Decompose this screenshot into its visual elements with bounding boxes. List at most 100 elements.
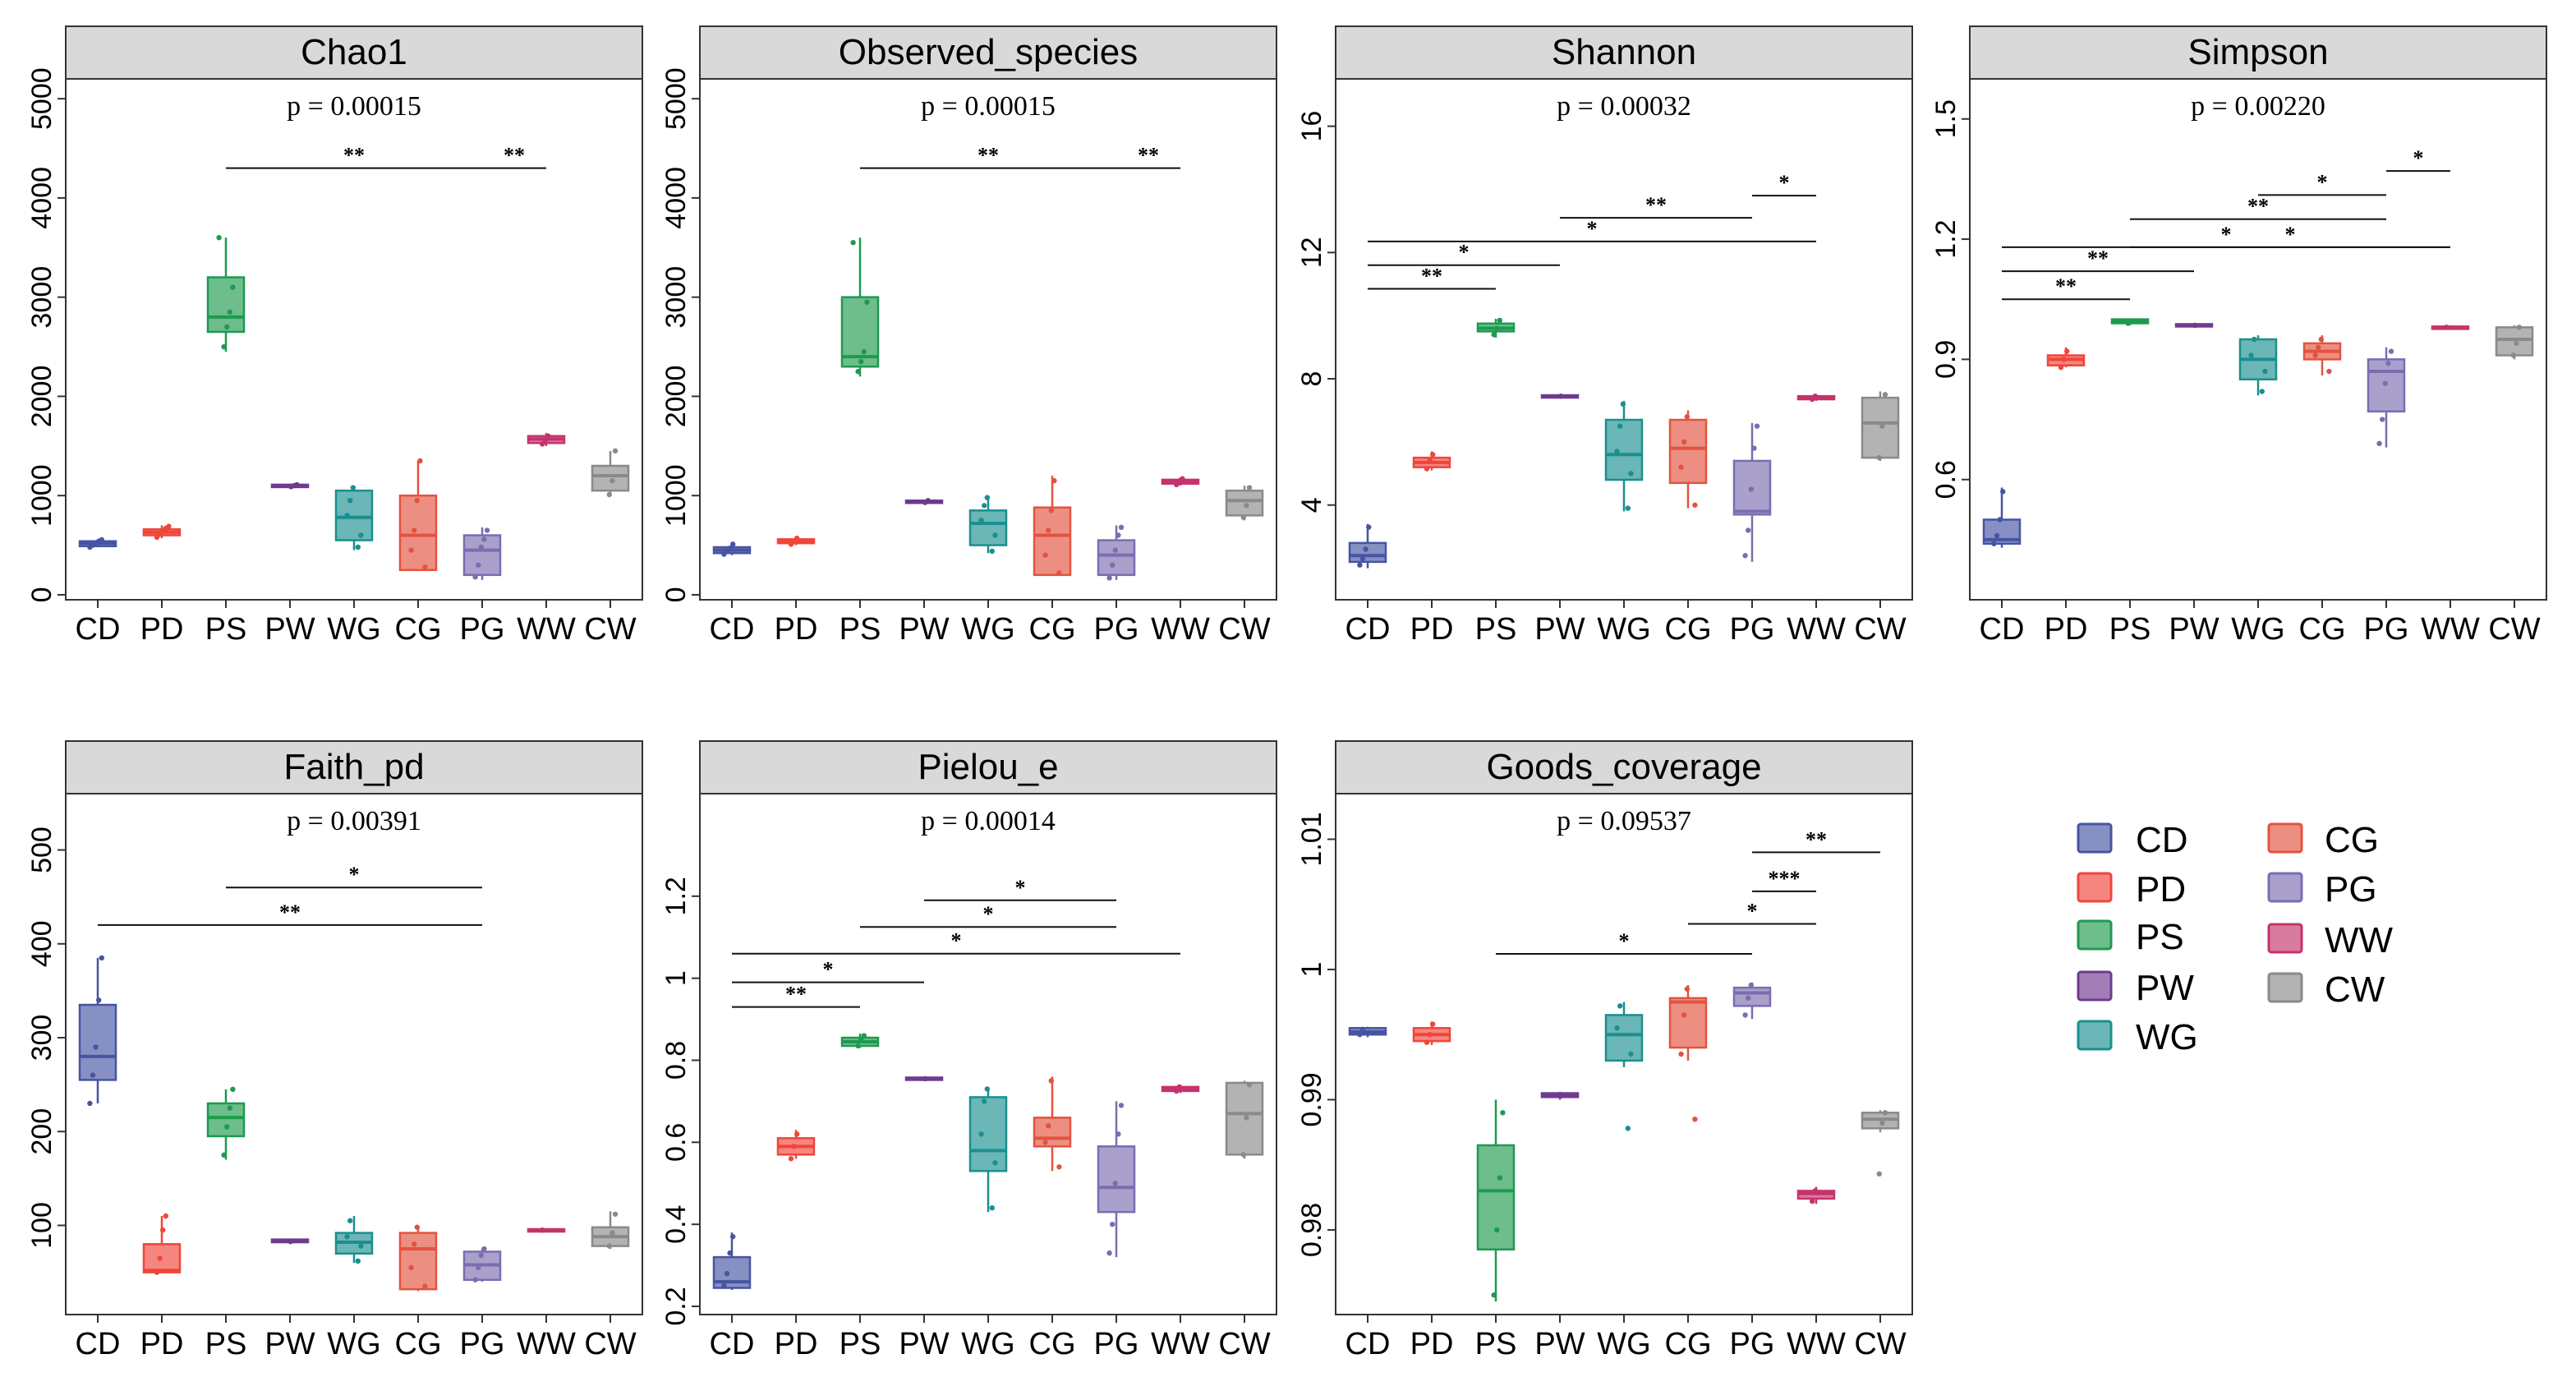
data-point bbox=[1746, 527, 1751, 533]
y-tick-label: 3000 bbox=[660, 266, 692, 329]
box-faith-pd-pd bbox=[142, 1213, 182, 1275]
data-point bbox=[1174, 1088, 1180, 1094]
p-value: p = 0.00014 bbox=[921, 806, 1056, 836]
data-point bbox=[1430, 452, 1436, 458]
sig-label: ** bbox=[279, 900, 301, 924]
y-tick-label: 400 bbox=[26, 920, 58, 967]
data-point bbox=[2252, 336, 2257, 343]
data-point bbox=[1684, 986, 1690, 992]
x-tick-label: PG bbox=[1094, 1327, 1139, 1361]
box-goods-coverage-wg bbox=[1604, 1002, 1644, 1131]
data-point bbox=[157, 1255, 163, 1261]
box-chao1-ps bbox=[206, 235, 246, 352]
data-point bbox=[1876, 454, 1882, 461]
box-goods-coverage-pd bbox=[1412, 1021, 1451, 1045]
data-point bbox=[99, 955, 105, 961]
legend-key-ps bbox=[2077, 919, 2113, 951]
data-point bbox=[1494, 325, 1500, 331]
box-iqr bbox=[1476, 1144, 1516, 1250]
data-point bbox=[1692, 502, 1698, 508]
data-point bbox=[850, 240, 856, 246]
data-point bbox=[1558, 1093, 1564, 1098]
data-point bbox=[2514, 340, 2519, 347]
data-point bbox=[1497, 1175, 1503, 1181]
box-iqr bbox=[398, 494, 438, 572]
data-point bbox=[978, 518, 984, 523]
data-point bbox=[864, 299, 870, 305]
legend-label-ps: PS bbox=[2136, 917, 2184, 957]
data-point bbox=[727, 546, 733, 551]
data-point bbox=[1110, 1221, 1116, 1227]
data-point bbox=[606, 491, 612, 498]
legend-key-pg bbox=[2267, 872, 2303, 903]
data-point bbox=[1357, 1032, 1363, 1038]
data-point bbox=[1180, 476, 1185, 481]
data-point bbox=[1046, 1123, 1051, 1129]
box-shannon-cd bbox=[1348, 523, 1387, 569]
x-tick-label: CG bbox=[1665, 612, 1712, 647]
data-point bbox=[216, 235, 222, 241]
data-point bbox=[1497, 317, 1503, 324]
data-point bbox=[1614, 449, 1620, 454]
sig-label: * bbox=[1587, 217, 1598, 241]
box-iqr bbox=[840, 296, 880, 368]
box-iqr bbox=[1732, 986, 1772, 1007]
data-point bbox=[992, 1160, 998, 1166]
data-point bbox=[414, 498, 420, 504]
x-tick-label: PS bbox=[2109, 612, 2151, 647]
panel-title: Chao1 bbox=[301, 32, 407, 72]
legend-item-pw: PW bbox=[2077, 968, 2194, 1008]
y-tick-label: 500 bbox=[26, 827, 58, 873]
data-point bbox=[1430, 1021, 1436, 1027]
data-point bbox=[858, 358, 864, 365]
legend: CD PD PS PW WG CG PG WW bbox=[2077, 820, 2394, 1057]
box-faith-pd-pw bbox=[270, 1238, 310, 1245]
box-iqr bbox=[1668, 418, 1708, 485]
x-tick-label: WW bbox=[517, 612, 576, 647]
box-faith-pd-ps bbox=[206, 1086, 246, 1160]
data-point bbox=[1246, 485, 1253, 490]
x-tick-label: CW bbox=[2488, 612, 2540, 647]
data-point bbox=[2385, 361, 2391, 366]
x-tick-label: PD bbox=[1410, 1327, 1454, 1361]
data-point bbox=[540, 441, 545, 447]
data-point bbox=[1617, 1003, 1623, 1009]
box-iqr bbox=[968, 1096, 1008, 1172]
box-simpson-pw bbox=[2174, 322, 2214, 329]
sig-label: * bbox=[951, 929, 962, 953]
data-point bbox=[163, 1213, 168, 1219]
data-point bbox=[476, 562, 481, 568]
sig-label: ** bbox=[2247, 195, 2269, 219]
x-tick-label: PG bbox=[1730, 1327, 1775, 1361]
box-iqr bbox=[334, 489, 374, 541]
box-faith-pd-pg bbox=[462, 1246, 502, 1283]
box-iqr bbox=[78, 1003, 117, 1081]
data-point bbox=[1812, 393, 1818, 399]
y-tick-label: 0.6 bbox=[1930, 460, 1962, 499]
legend-key-pd bbox=[2077, 872, 2113, 903]
panel-chao1: Chao1 p = 0.00015 0 1000 2000 3000 4000 5000 C… bbox=[26, 25, 643, 647]
data-point bbox=[1628, 1051, 1634, 1057]
data-point bbox=[791, 1144, 797, 1149]
data-point bbox=[2444, 325, 2450, 330]
legend-item-pg: PG bbox=[2267, 869, 2377, 910]
data-point bbox=[2061, 357, 2067, 362]
box-iqr bbox=[398, 1232, 438, 1291]
y-tick-label: 2000 bbox=[660, 366, 692, 428]
box-shannon-cw bbox=[1861, 391, 1900, 461]
y-tick-label: 1000 bbox=[26, 464, 58, 527]
box-pielou-e-cg bbox=[1033, 1076, 1072, 1172]
x-tick-label: PG bbox=[460, 1327, 505, 1361]
data-point bbox=[1046, 527, 1051, 533]
y-tick-label: 5000 bbox=[26, 67, 58, 130]
y-tick-label: 1.01 bbox=[1296, 812, 1327, 866]
data-point bbox=[724, 1270, 730, 1277]
panel-faith-pd: Faith_pd p = 0.00391 100 200 300 400 500 CD PD… bbox=[26, 740, 643, 1361]
y-tick-label: 3000 bbox=[26, 266, 58, 329]
data-point bbox=[1244, 503, 1249, 509]
data-point bbox=[1427, 458, 1433, 464]
y-tick-label: 0 bbox=[26, 587, 58, 603]
data-point bbox=[2248, 352, 2254, 358]
